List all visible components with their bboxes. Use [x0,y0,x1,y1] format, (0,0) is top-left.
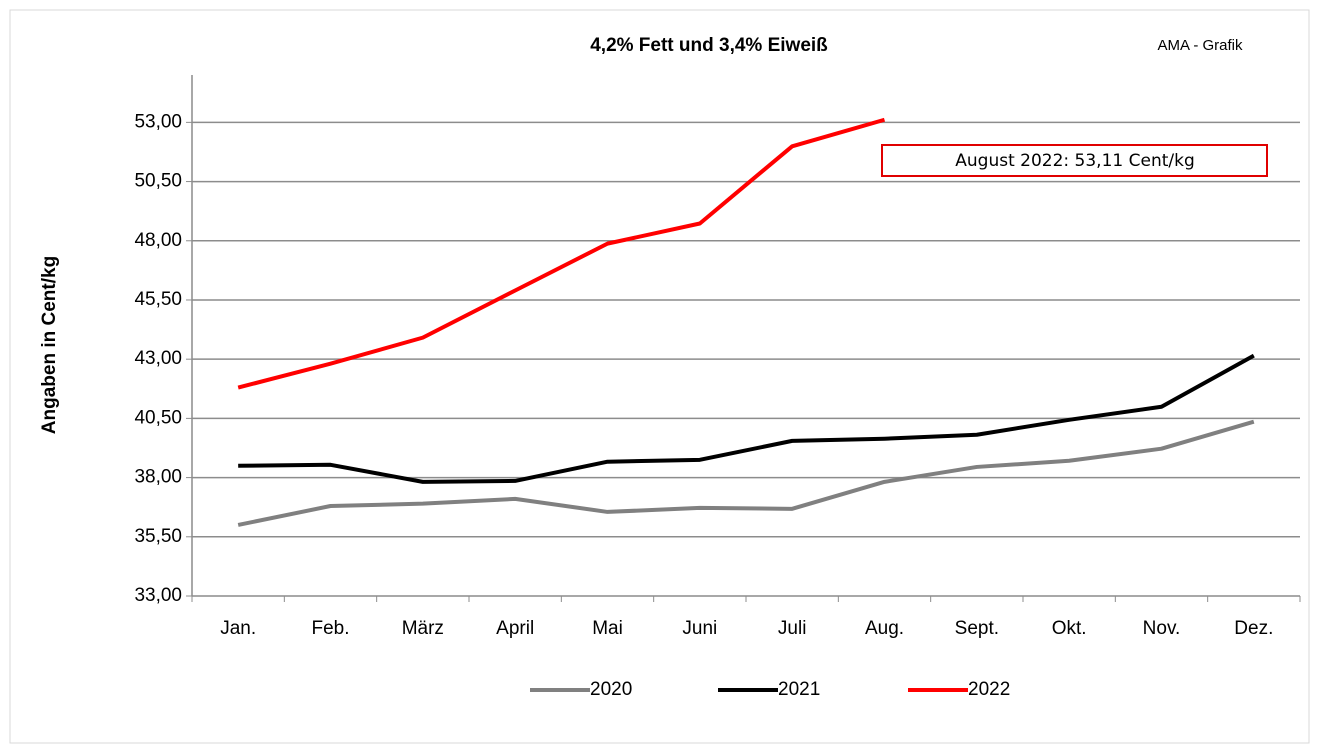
x-tick-label: April [496,618,534,639]
y-tick-label: 40,50 [134,407,182,428]
x-tick-label: Mai [592,618,623,639]
legend-label: 2021 [778,679,820,700]
annotation-box [881,144,1268,177]
y-axis-label: Angaben in Cent/kg [39,256,60,434]
y-tick-label: 48,00 [134,230,182,251]
y-tick-label: 38,00 [134,467,182,488]
line-series [237,419,1255,527]
y-tick-label: 50,50 [134,171,182,192]
x-tick-label: Nov. [1143,618,1181,639]
chart-border [9,9,1310,744]
x-tick-label: Aug. [865,618,904,639]
x-tick-label: Juli [778,618,807,639]
x-tick-label: Okt. [1052,618,1087,639]
source-note: AMA - Grafik [1157,37,1243,54]
x-tick-label: Sept. [955,618,999,639]
chart-title: 4,2% Fett und 3,4% Eiweiß [590,35,828,56]
line-series [237,117,886,390]
x-tick-label: März [402,618,444,639]
y-tick-label: 45,50 [134,289,182,310]
line-series [238,353,1255,484]
y-tick-label: 43,00 [134,348,182,369]
y-tick-label: 33,00 [134,585,182,606]
annotation: August 2022: 53,11 Cent/kg [955,151,1195,171]
y-tick-label: 53,00 [134,111,182,132]
x-tick-label: Dez. [1234,618,1273,639]
x-tick-label: Jan. [220,618,256,639]
x-tick-label: Juni [682,618,717,639]
y-tick-label: 35,50 [134,526,182,547]
x-tick-label: Feb. [311,618,349,639]
legend-label: 2022 [968,679,1010,700]
legend-label: 2020 [590,679,632,700]
